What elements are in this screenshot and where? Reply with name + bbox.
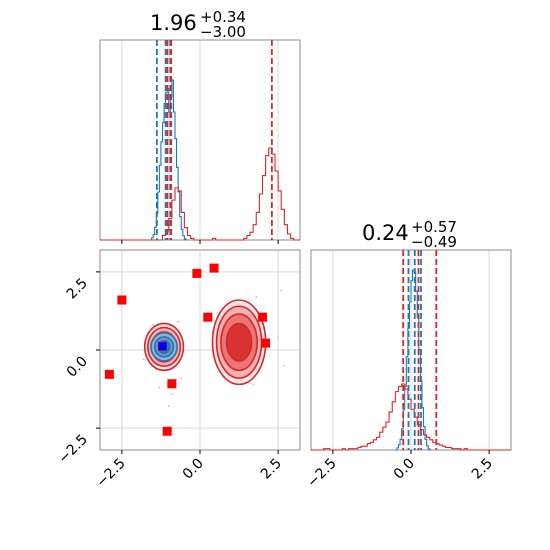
bl-marker-2 (167, 379, 177, 389)
bl-marker-3 (162, 426, 172, 436)
bl-sample-dot-13 (283, 364, 286, 367)
title-top-left-value: 1.96 (150, 11, 197, 35)
bl-marker-6 (203, 312, 213, 322)
bl-sample-dot-3 (180, 377, 183, 380)
bl-marker-7 (258, 312, 267, 322)
bl-marker-5 (209, 263, 219, 273)
bl-sample-dot-12 (158, 386, 161, 389)
bl-sample-dot-4 (142, 358, 145, 361)
bl-marker-4 (192, 268, 202, 278)
tl-blue-histogram (150, 79, 188, 241)
panel-bottom-left-scatter: −2.5 0.0 2.5 2.5 0.0 −2.5 (55, 249, 301, 491)
title-top-left-plus: +0.34 (200, 8, 246, 26)
br-blue-histogram (395, 269, 432, 451)
bl-sample-dot-2 (152, 324, 155, 326)
title-bottom-right-plus: +0.57 (411, 218, 457, 236)
br-xtick-label-1: 0.0 (391, 456, 418, 483)
tl-red-histogram (100, 147, 300, 241)
bl-marker-8 (261, 338, 271, 348)
br-xtick-label-2: 2.5 (469, 456, 496, 483)
bl-sample-dot-1 (170, 392, 173, 395)
bl-ytick-label-0: 2.5 (64, 275, 91, 302)
bl-xtick-label-2: 2.5 (258, 456, 285, 483)
br-red-histogram (311, 383, 511, 451)
bl-marker-1 (104, 369, 114, 379)
bl-sample-dot-10 (252, 383, 255, 386)
bl-marker-0 (117, 295, 127, 305)
panel-bottom-right-histogram: −2.5 0.0 2.5 (304, 249, 512, 491)
bl-sample-dot-11 (167, 405, 170, 408)
bl-xtick-label-1: 0.0 (180, 456, 207, 483)
title-bottom-right-value: 0.24 (362, 221, 409, 245)
bl-xtick-label-0: −2.5 (93, 456, 128, 491)
br-xtick-label-0: −2.5 (304, 456, 339, 491)
title-top-left: 1.96 +0.34 −3.00 (150, 8, 246, 41)
bl-contour-2-level-3 (225, 322, 253, 362)
title-bottom-right-minus: −0.49 (411, 233, 457, 251)
bl-ytick-label-2: −2.5 (55, 432, 90, 467)
bl-sample-dot-7 (277, 336, 280, 339)
title-top-left-minus: −3.00 (200, 23, 246, 41)
bl-sample-dot-6 (255, 295, 258, 298)
panel-top-left-histogram (99, 39, 301, 244)
bl-marker-10 (158, 342, 167, 351)
bl-ytick-label-1: 0.0 (64, 354, 91, 381)
bl-sample-dot-8 (280, 289, 283, 292)
bl-sample-dot-5 (177, 320, 180, 323)
title-bottom-right: 0.24 +0.57 −0.49 (362, 218, 457, 251)
